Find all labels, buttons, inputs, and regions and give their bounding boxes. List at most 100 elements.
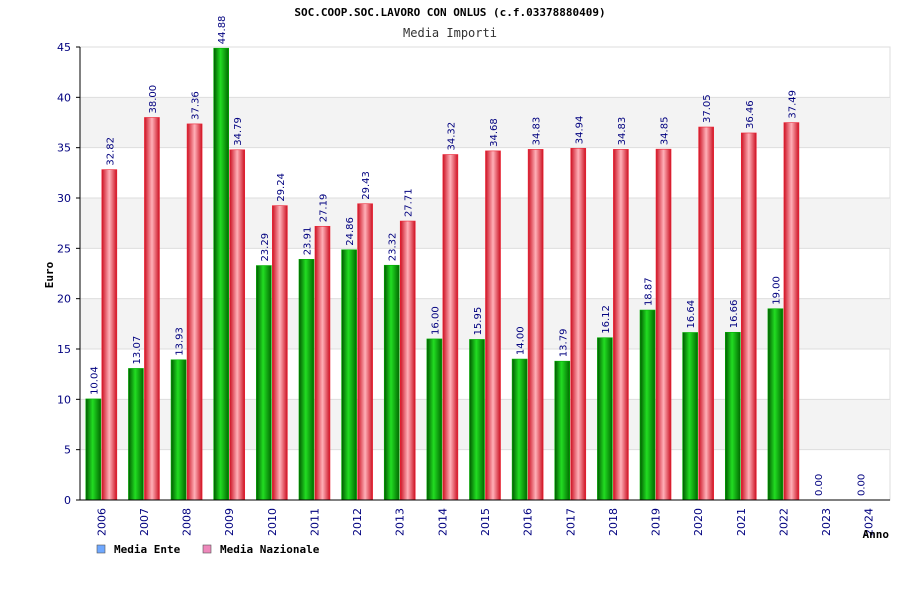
y-axis-label: Euro (43, 261, 56, 288)
y-tick-label: 10 (57, 393, 71, 406)
bars (85, 47, 800, 501)
value-label: 29.24 (276, 173, 287, 202)
bar-media-nazionale (186, 123, 203, 501)
y-tick-label: 5 (64, 444, 71, 457)
bar-media-ente (383, 264, 400, 501)
value-label: 34.32 (446, 122, 457, 151)
x-tick-label: 2008 (181, 508, 194, 536)
bar-media-ente (128, 368, 144, 501)
value-label: 18.87 (644, 277, 655, 306)
bar-media-nazionale (272, 205, 288, 501)
x-axis-label: Anno (863, 528, 890, 541)
bar-media-nazionale (740, 132, 757, 501)
x-tick-label: 2007 (138, 508, 151, 536)
x-tick-label: 2006 (95, 508, 108, 536)
x-tick-label: 2014 (436, 508, 449, 536)
value-label: 44.88 (217, 16, 228, 45)
bar-media-ente (597, 337, 613, 501)
bar-media-nazionale (485, 150, 501, 501)
value-label: 23.91 (302, 227, 313, 256)
bar-media-nazionale (101, 169, 118, 501)
value-labels: 10.04 32.82 13.07 38.00 13.93 37.36 44.88 34.79… (89, 16, 867, 496)
x-tick-label: 2024 (863, 508, 876, 536)
x-tick-label: 2019 (650, 508, 663, 536)
value-label: 37.36 (191, 91, 202, 120)
value-label: 15.95 (473, 307, 484, 336)
y-tick-label: 25 (57, 242, 71, 255)
value-label: 32.82 (105, 137, 116, 166)
value-label: 0.00 (857, 474, 868, 496)
value-label: 13.07 (132, 336, 143, 365)
value-label: 34.68 (489, 118, 500, 147)
bar-media-nazionale (229, 149, 246, 501)
x-tick-label: 2017 (564, 508, 577, 536)
x-tick-label: 2009 (223, 508, 236, 536)
bar-media-nazionale (783, 122, 800, 501)
value-label: 34.79 (233, 117, 244, 146)
value-label: 13.93 (175, 327, 186, 356)
bar-media-ente (256, 265, 272, 501)
bar-media-ente (639, 309, 656, 501)
bar-media-ente (213, 47, 230, 501)
y-tick-label: 20 (57, 293, 71, 306)
value-label: 0.00 (814, 474, 825, 496)
x-tick-label: 2023 (820, 508, 833, 536)
y-tick-label: 40 (57, 91, 71, 104)
value-label: 36.46 (745, 100, 756, 129)
value-label: 16.12 (601, 305, 612, 334)
bar-media-ente (426, 338, 443, 501)
chart-title: SOC.COOP.SOC.LAVORO CON ONLUS (c.f.03378… (294, 6, 605, 19)
bar-media-ente (554, 360, 571, 501)
x-tick-label: 2011 (308, 508, 321, 536)
y-tick-label: 35 (57, 142, 71, 155)
value-label: 19.00 (771, 276, 782, 305)
x-tick-label: 2021 (735, 508, 748, 536)
x-tick-label: 2020 (692, 508, 705, 536)
value-label: 34.83 (532, 117, 543, 146)
value-label: 34.85 (660, 117, 671, 146)
bar-media-nazionale (144, 117, 160, 501)
value-label: 27.19 (318, 194, 329, 223)
x-tick-labels: 2006 2007 2008 2009 2010 2011 2012 2013 2014 2015… (95, 508, 875, 536)
bar-media-ente (170, 359, 187, 501)
bar-media-ente (85, 398, 102, 501)
bar-media-nazionale (570, 147, 587, 501)
x-tick-label: 2013 (394, 508, 407, 536)
y-tick-label: 45 (57, 41, 71, 54)
x-tick-label: 2016 (522, 508, 535, 536)
x-tick-label: 2015 (479, 508, 492, 536)
value-label: 34.83 (617, 117, 628, 146)
value-label: 38.00 (148, 85, 159, 114)
x-tick-label: 2022 (777, 508, 790, 536)
y-tick-label: 0 (64, 494, 71, 507)
x-tick-label: 2010 (266, 508, 279, 536)
bar-media-ente (724, 331, 741, 501)
value-label: 23.32 (388, 233, 399, 262)
legend-label: Media Ente (114, 543, 181, 556)
legend-label: Media Nazionale (220, 543, 320, 556)
value-label: 34.94 (574, 116, 585, 145)
x-tick-label: 2012 (351, 508, 364, 536)
bar-media-nazionale (655, 148, 672, 501)
value-label: 37.49 (787, 90, 798, 119)
value-label: 27.71 (404, 188, 415, 217)
bar-media-ente (298, 259, 315, 501)
legend: Media Ente Media Nazionale (96, 543, 320, 556)
value-label: 16.66 (729, 300, 740, 329)
bar-media-nazionale (613, 149, 629, 501)
x-tick-label: 2018 (607, 508, 620, 536)
value-label: 23.29 (260, 233, 271, 262)
value-label: 16.64 (686, 300, 697, 329)
bar-media-nazionale (698, 126, 714, 501)
value-label: 24.86 (345, 217, 356, 246)
y-tick-label: 30 (57, 192, 71, 205)
value-label: 13.79 (558, 329, 569, 358)
legend-swatch (96, 544, 106, 554)
bar-media-nazionale (527, 149, 544, 501)
legend-swatch (202, 544, 212, 554)
bar-media-nazionale (442, 154, 459, 501)
bar-media-ente (511, 358, 528, 501)
bar-media-ente (341, 249, 357, 501)
